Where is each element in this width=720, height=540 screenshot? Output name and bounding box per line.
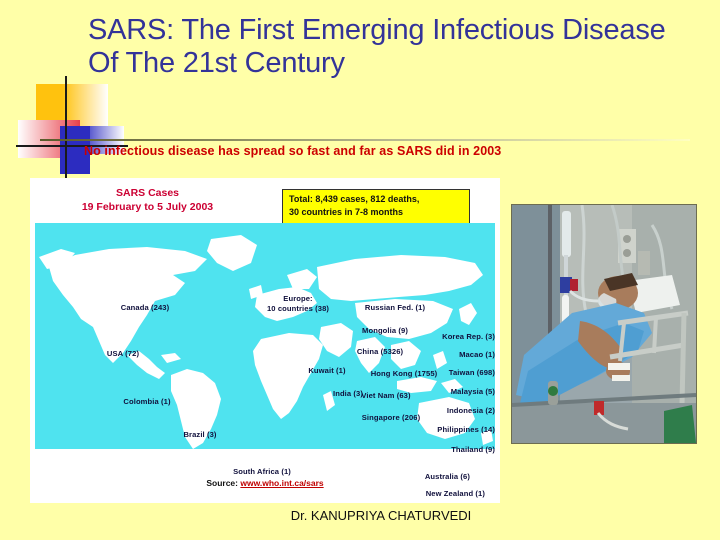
map-label-russian-fed: Russian Fed. (1) <box>364 303 426 312</box>
map-label-korea-rep: Korea Rep. (3) <box>442 332 495 341</box>
sars-map-panel: SARS Cases 19 February to 5 July 2003 To… <box>30 178 500 503</box>
author-credit-text: Dr. KANUPRIYA CHATURVEDI <box>290 508 472 523</box>
sars-patient-photo <box>511 204 697 444</box>
page-title: SARS: The First Emerging Infectious Dise… <box>88 14 666 80</box>
map-source-prefix: Source: <box>206 478 238 488</box>
map-label-taiwan: Taiwan (698) <box>448 368 495 377</box>
map-source: Source: www.who.int.ca/sars <box>30 478 500 488</box>
map-label-europe-line2: 10 countries (38) <box>266 303 330 313</box>
map-label-singapore: Singapore (206) <box>361 413 421 422</box>
map-label-philippines: Philippines (14) <box>437 425 495 434</box>
map-label-hong-kong: Hong Kong (1755) <box>370 369 438 378</box>
map-label-kuwait: Kuwait (1) <box>308 366 346 375</box>
total-line2: 30 countries in 7-8 months <box>289 207 404 218</box>
map-label-malaysia: Malaysia (5) <box>450 387 495 396</box>
logo-horizontal-line <box>16 145 128 147</box>
map-label-usa: USA (72) <box>106 349 140 358</box>
map-label-europe-line1: Europe: <box>283 294 313 303</box>
map-source-link[interactable]: www.who.int.ca/sars <box>240 478 324 488</box>
map-label-thailand: Thailand (9) <box>451 445 495 454</box>
map-label-india: India (3) <box>332 389 364 398</box>
map-label-australia: Australia (6) <box>424 472 470 481</box>
map-label-mongolia: Mongolia (9) <box>362 326 408 335</box>
map-label-viet-nam: Viet Nam (63) <box>361 391 411 400</box>
map-label-europe: Europe: 10 countries (38) <box>267 294 329 314</box>
logo-vertical-line <box>65 76 67 180</box>
map-label-macao: Macao (1) <box>459 350 495 359</box>
world-map-graphic: Canada (243) USA (72) Colombia (1) Brazi… <box>35 223 495 498</box>
map-label-indonesia: Indonesia (2) <box>446 406 495 415</box>
map-label-canada: Canada (243) <box>120 303 170 312</box>
author-credit: Dr. KANUPRIYA CHATURVEDI <box>0 508 720 523</box>
map-label-china: China (5326) <box>356 347 404 356</box>
decorative-logo <box>16 76 128 180</box>
total-summary-box: Total: 8,439 cases, 812 deaths, 30 count… <box>282 189 470 225</box>
map-heading: SARS Cases 19 February to 5 July 2003 <box>30 186 265 214</box>
divider-rule <box>40 139 690 141</box>
map-label-south-africa: South Africa (1) <box>233 467 291 476</box>
map-label-colombia: Colombia (1) <box>123 397 171 406</box>
map-label-new-zealand: New Zealand (1) <box>425 489 485 498</box>
map-heading-line1: SARS Cases <box>115 187 180 199</box>
map-heading-line2: 19 February to 5 July 2003 <box>81 201 214 214</box>
subtitle: No infectious disease has spread so fast… <box>84 144 502 158</box>
total-line1: Total: 8,439 cases, 812 deaths, <box>289 194 420 204</box>
map-label-brazil: Brazil (3) <box>183 430 217 439</box>
